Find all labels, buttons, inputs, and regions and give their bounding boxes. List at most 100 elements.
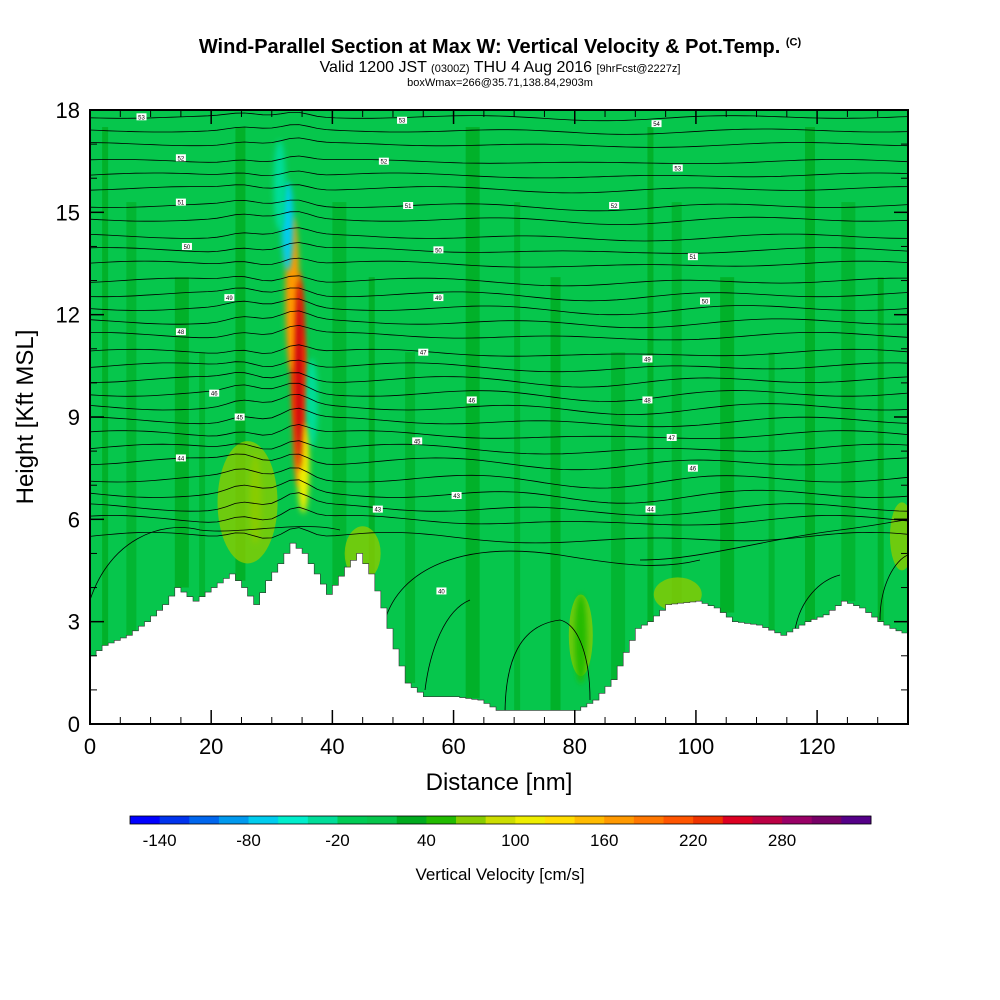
contour-label-text: 51 — [405, 204, 412, 210]
x-tick-label: 0 — [84, 734, 96, 759]
theta-contour — [90, 257, 908, 268]
theta-contour — [90, 227, 908, 242]
contour-label-bg — [412, 437, 423, 445]
w-streak — [199, 352, 206, 597]
w-streak — [405, 352, 416, 684]
contour-label-bg — [687, 464, 698, 472]
colorbar-swatch — [515, 816, 546, 824]
theta-contour — [90, 242, 908, 254]
theta-contour — [90, 324, 908, 341]
terrain — [90, 543, 908, 724]
contour-label-bg — [651, 120, 662, 128]
contour-label-bg — [433, 294, 444, 302]
w-streak — [804, 127, 815, 622]
low-contour — [879, 554, 908, 621]
contour-label-bg — [687, 253, 698, 261]
contour-label: 43 — [451, 491, 462, 500]
contour-label-bg — [175, 198, 186, 206]
contour-label-bg — [433, 246, 444, 254]
contour-label-bg — [642, 396, 653, 404]
w-streak — [102, 127, 109, 646]
w-cell — [249, 453, 262, 544]
contour-label: 48 — [175, 328, 186, 336]
colorbar-swatch — [396, 816, 427, 824]
chart-title: Wind-Parallel Section at Max W: Vertical… — [0, 36, 1000, 59]
colorbar-swatch — [337, 816, 368, 824]
theta-contour — [90, 287, 908, 302]
contour-label-bg — [700, 297, 711, 305]
theta-contour — [90, 382, 908, 402]
contour-label-text: 50 — [702, 300, 709, 306]
w-cells — [249, 140, 587, 684]
colorbar-tick-label: -80 — [236, 831, 261, 850]
chart-subtitle: Valid 1200 JST (0300Z) THU 4 Aug 2016 [9… — [0, 59, 1000, 77]
y-tick-label: 15 — [56, 200, 80, 225]
x-tick-label: 80 — [562, 734, 586, 759]
y-tick-label: 6 — [68, 507, 80, 532]
y-tick-label: 18 — [56, 98, 80, 123]
contour-label-text: 51 — [178, 201, 185, 207]
contour-label: 53 — [136, 113, 147, 121]
x-tick-label: 40 — [320, 734, 344, 759]
low-contour — [639, 519, 908, 561]
contour-label-text: 43 — [453, 494, 460, 500]
y-tick-label: 0 — [68, 712, 80, 737]
x-tick-label: 20 — [199, 734, 223, 759]
contour-label-bg — [397, 116, 408, 124]
theta-contour — [90, 137, 908, 148]
chart-title-text: Wind-Parallel Section at Max W: Vertical… — [198, 36, 781, 58]
low-contour — [90, 526, 341, 601]
contour-label-text: 53 — [674, 166, 681, 172]
contour-label-text: 43 — [374, 508, 381, 514]
contour-label: 51 — [687, 253, 698, 261]
contour-label: 46 — [687, 464, 698, 473]
y-tick-label: 3 — [68, 610, 80, 635]
contour-label-text: 53 — [138, 115, 145, 121]
colorbar-swatch — [841, 816, 872, 824]
contour-label: 47 — [418, 348, 429, 357]
w-patch — [889, 502, 908, 571]
theta-contour — [90, 124, 908, 135]
colorbar-tick-label: 160 — [590, 831, 618, 850]
contour-label: 53 — [397, 116, 408, 125]
contour-label-text: 47 — [668, 436, 675, 442]
low-level-contours — [90, 519, 908, 716]
contour-label-text: 53 — [399, 119, 406, 125]
contour-label-text: 48 — [178, 330, 185, 336]
contour-label-text: 54 — [653, 122, 660, 128]
contour-label-bg — [466, 396, 477, 404]
contour-label: 46 — [466, 396, 477, 404]
colorbar-swatch — [752, 816, 783, 824]
w-streak — [611, 352, 626, 680]
contour-label: 46 — [209, 389, 220, 398]
w-streak — [235, 127, 246, 581]
contour-label-text: 51 — [690, 255, 697, 261]
w-streak — [647, 127, 654, 622]
low-contour — [794, 574, 841, 631]
w-streak — [368, 277, 375, 574]
x-tick-label: 120 — [799, 734, 836, 759]
valid-time: Valid 1200 JST — [319, 59, 427, 76]
colorbar-title: Vertical Velocity [cm/s] — [415, 865, 584, 884]
valid-date: THU 4 Aug 2016 — [473, 59, 593, 76]
contour-label-text: 49 — [435, 296, 442, 302]
contour-label: 51 — [175, 198, 186, 207]
colorbar-swatch — [574, 816, 605, 824]
contour-label: 48 — [642, 396, 653, 404]
theta-contour — [90, 359, 908, 373]
colorbar-swatch — [159, 816, 190, 824]
theta-contour — [90, 199, 908, 212]
colorbar-swatch — [604, 816, 635, 824]
valid-utc: (0300Z) — [431, 63, 470, 75]
theta-contour — [90, 453, 908, 471]
contour-label-bg — [181, 242, 192, 250]
w-streak — [720, 277, 735, 613]
contour-label-bg — [672, 164, 683, 172]
w-streak — [126, 202, 137, 636]
colorbar-tick-label: 100 — [501, 831, 529, 850]
contour-label: 44 — [175, 454, 186, 462]
low-contour — [384, 550, 701, 621]
contour-label-bg — [418, 348, 429, 356]
contour-label-text: 52 — [381, 160, 388, 166]
y-axis-title: Height [Kft MSL] — [12, 330, 39, 505]
